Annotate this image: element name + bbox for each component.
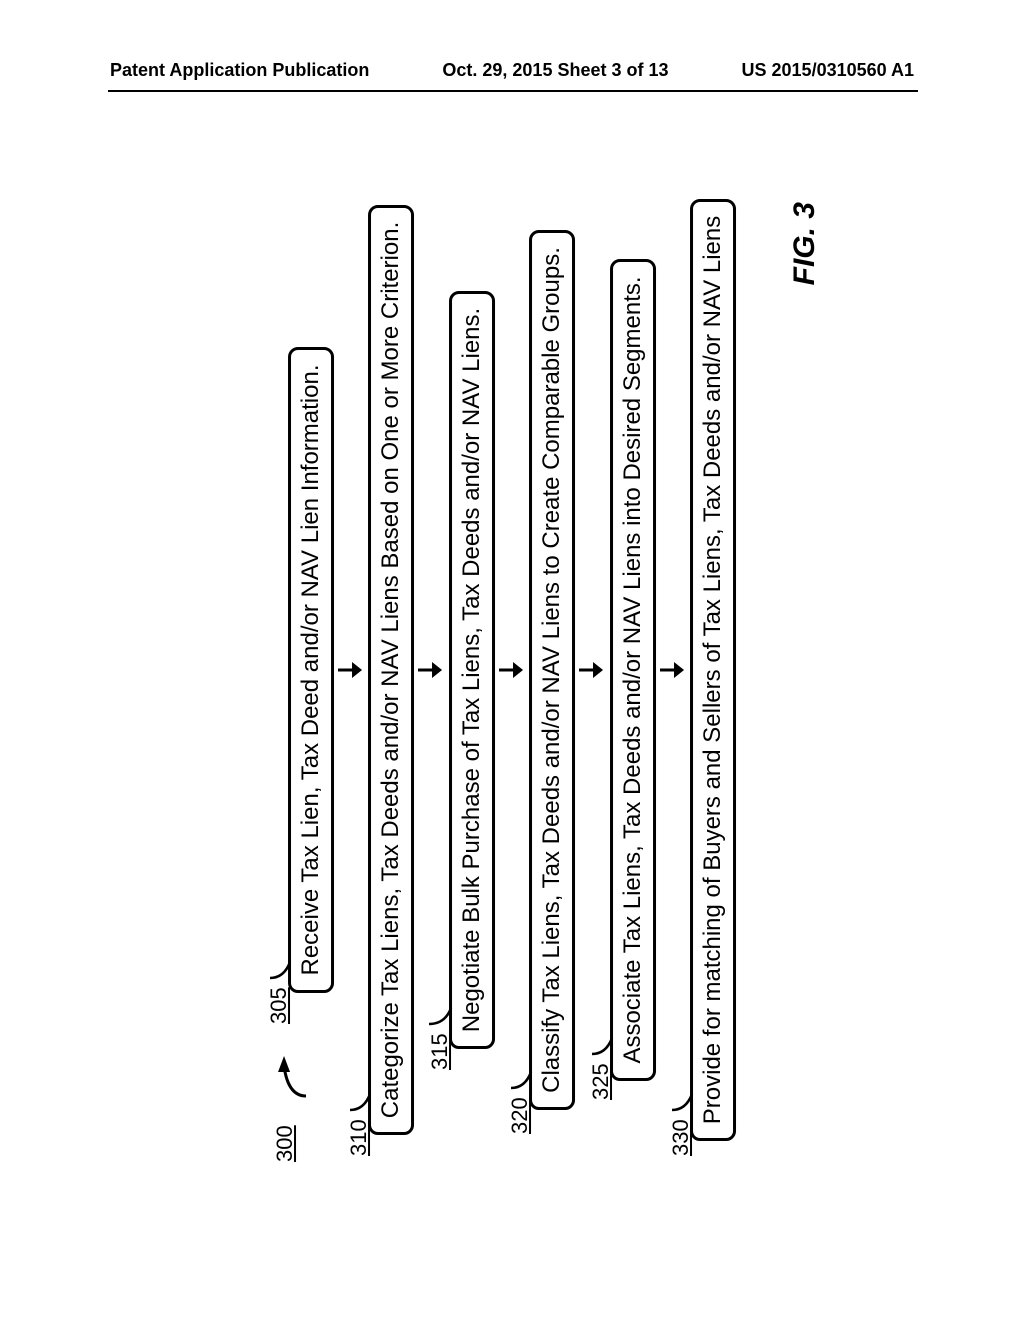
step-box-325: Associate Tax Liens, Tax Deeds and/or NA… [610, 259, 656, 1080]
arrow-icon [497, 659, 527, 681]
header-center: Oct. 29, 2015 Sheet 3 of 13 [442, 60, 668, 81]
step-row-325: 325 Associate Tax Liens, Tax Deeds and/o… [610, 220, 656, 1120]
step-label-305: 305 [266, 987, 292, 1024]
step-box-320: Classify Tax Liens, Tax Deeds and/or NAV… [529, 230, 575, 1110]
header-divider [108, 90, 918, 92]
flowchart-diagram: 300 305 Receive Tax Lien, Tax Deed and/o… [288, 220, 736, 1120]
label-line-icon [590, 1030, 616, 1056]
step-box-310: Categorize Tax Liens, Tax Deeds and/or N… [368, 205, 414, 1135]
label-line-icon [268, 954, 294, 980]
step-box-330: Provide for matching of Buyers and Selle… [690, 199, 736, 1141]
figure-caption: FIG. 3 [788, 202, 822, 285]
arrow-icon [577, 659, 607, 681]
step-row-330: 330 Provide for matching of Buyers and S… [690, 220, 736, 1120]
step-box-305: Receive Tax Lien, Tax Deed and/or NAV Li… [288, 348, 334, 993]
header-left: Patent Application Publication [110, 60, 369, 81]
arrow-icon [416, 659, 446, 681]
step-row-305: 305 Receive Tax Lien, Tax Deed and/or NA… [288, 220, 334, 1120]
header-right: US 2015/0310560 A1 [742, 60, 914, 81]
page-header: Patent Application Publication Oct. 29, … [0, 60, 1024, 81]
step-label-325: 325 [588, 1063, 614, 1100]
step-row-320: 320 Classify Tax Liens, Tax Deeds and/or… [529, 220, 575, 1120]
label-line-icon [509, 1064, 535, 1090]
label-line-icon [670, 1086, 696, 1112]
step-label-330: 330 [668, 1119, 694, 1156]
step-box-315: Negotiate Bulk Purchase of Tax Liens, Ta… [449, 291, 495, 1049]
arrow-icon [336, 659, 366, 681]
step-label-320: 320 [507, 1097, 533, 1134]
step-row-310: 310 Categorize Tax Liens, Tax Deeds and/… [368, 220, 414, 1120]
diagram-number-label: 300 [272, 1125, 298, 1162]
step-label-310: 310 [346, 1119, 372, 1156]
step-row-315: 315 Negotiate Bulk Purchase of Tax Liens… [449, 220, 495, 1120]
arrow-icon [658, 659, 688, 681]
label-line-icon [427, 1000, 455, 1026]
label-line-icon [348, 1086, 374, 1112]
step-label-315: 315 [427, 1033, 453, 1070]
